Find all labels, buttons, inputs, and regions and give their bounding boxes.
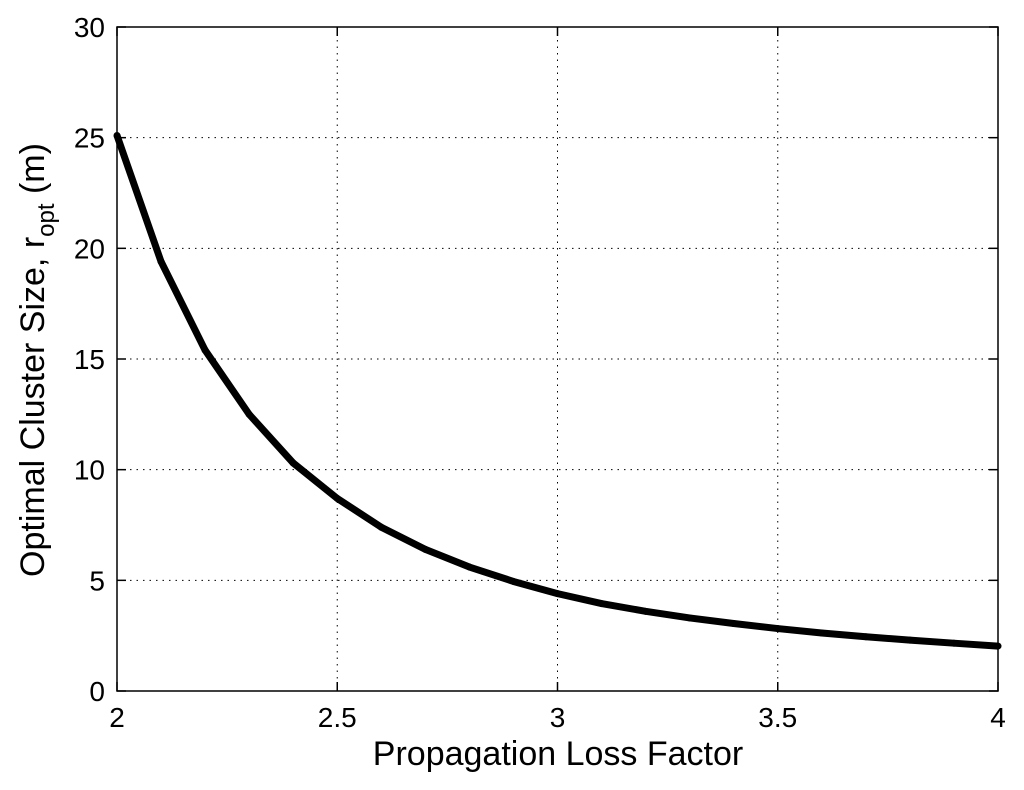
x-tick-label-3: 3.5 [758,702,797,733]
y-axis-label-subscript: opt [33,203,60,237]
grid [117,27,998,691]
y-axis-label: Optimal Cluster Size, ropt (m) [14,143,60,577]
data-point-0-10 [554,590,561,598]
data-point-0-13 [686,614,694,622]
ticks [116,26,999,692]
data-point-0-11 [598,600,606,608]
tick-labels: 2 2.5 3 3.5 4 0 5 10 15 20 25 30 [74,12,1006,733]
y-tick-label-2: 10 [74,455,105,486]
data-point-0-6 [377,523,385,531]
data-point-0-8 [465,563,473,571]
x-tick-label-2: 3 [550,702,566,733]
data-point-0-3 [245,410,253,418]
x-axis-label: Propagation Loss Factor [373,735,743,773]
y-axis-label-suffix: (m) [14,143,52,203]
y-tick-label-4: 20 [74,233,105,264]
data-point-0-5 [333,494,341,502]
y-tick-label-5: 25 [74,123,105,154]
x-tick-label-0: 2 [109,702,125,733]
data-point-0-4 [289,459,297,467]
x-tick-label-4: 4 [990,702,1006,733]
y-tick-label-1: 5 [89,565,105,596]
data-point-0-14 [730,619,738,627]
data-point-0-15 [774,625,782,633]
x-tick-label-1: 2.5 [318,702,357,733]
data-point-0-1 [157,258,165,266]
series-layer [113,131,1002,650]
data-point-0-12 [642,607,650,615]
data-point-0-9 [509,577,517,585]
data-point-0-18 [906,636,914,644]
data-point-0-17 [862,633,870,641]
y-axis-label-main: Optimal Cluster Size, r [14,237,52,577]
y-tick-label-6: 30 [74,12,105,43]
data-point-0-7 [421,545,429,553]
y-tick-label-0: 0 [89,676,105,707]
data-point-0-16 [818,629,826,637]
data-point-0-19 [950,639,958,647]
data-point-0-2 [201,346,209,354]
y-tick-label-3: 15 [74,344,105,375]
